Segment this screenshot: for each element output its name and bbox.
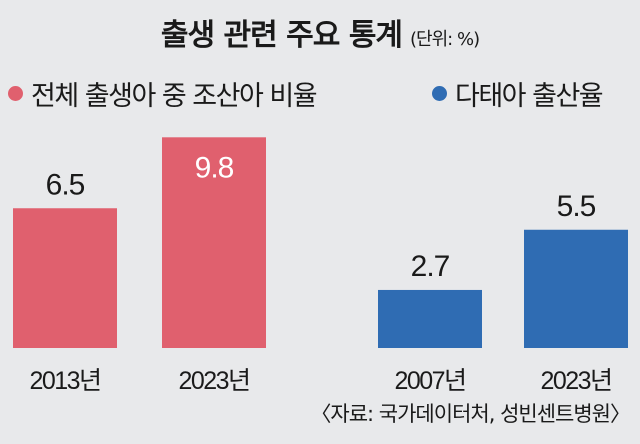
bar	[524, 229, 628, 348]
blue-dot-icon	[432, 86, 447, 101]
chart-title: 출생 관련 주요 통계 (단위: %)	[0, 10, 640, 54]
bar	[162, 137, 266, 348]
legend-label: 다태아 출산율	[455, 81, 604, 112]
source-note: 〈자료: 국가데이터처, 성빈센트병원〉	[310, 402, 631, 426]
bar	[378, 289, 482, 348]
legend-multiple-birth: 다태아 출산율	[432, 74, 604, 113]
category-label: 2023년	[540, 367, 611, 395]
bar	[13, 208, 117, 348]
red-dot-icon	[8, 86, 23, 101]
legend-label: 전체 출생아 중 조산아 비율	[31, 81, 318, 112]
data-label: 2.7	[411, 250, 450, 283]
legend-preterm: 전체 출생아 중 조산아 비율	[8, 74, 318, 113]
data-label: 5.5	[557, 190, 596, 223]
category-label: 2007년	[394, 367, 465, 395]
category-label: 2013년	[29, 367, 100, 395]
data-label: 6.5	[46, 168, 85, 201]
unit-label: (단위: %)	[410, 29, 480, 50]
data-label: 9.8	[195, 151, 234, 184]
category-label: 2023년	[178, 367, 249, 395]
title-text: 출생 관련 주요 통계	[160, 18, 403, 53]
